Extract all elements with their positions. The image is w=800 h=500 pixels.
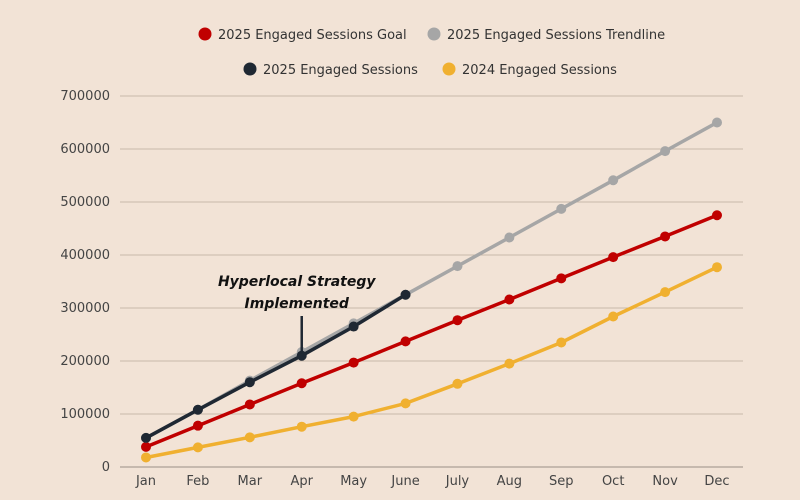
x-tick-label-mar: Mar: [238, 474, 263, 489]
y-tick-label-500000: 500000: [60, 195, 110, 210]
y-tick-label-700000: 700000: [60, 89, 110, 104]
annotation-text-0-line-1: Implemented: [245, 296, 350, 312]
point-2024-engaged-sessions-aug: [504, 358, 515, 369]
x-tick-label-feb: Feb: [186, 474, 209, 489]
series-line-2025-engaged-sessions-goal: [144, 213, 719, 449]
series-line-2025-engaged-sessions: [144, 293, 408, 440]
point-2025-engaged-sessions-goal-oct: [608, 252, 619, 263]
point-2025-engaged-sessions-jan: [141, 432, 151, 443]
point-2024-engaged-sessions-mar: [244, 432, 255, 443]
point-2025-engaged-sessions-goal-may: [348, 357, 359, 368]
point-2024-engaged-sessions-oct: [608, 311, 619, 322]
point-2025-engaged-sessions-goal-sep: [556, 273, 567, 284]
x-tick-label-july: July: [445, 474, 470, 489]
legend-label-2025-engaged-sessions: 2025 Engaged Sessions: [263, 63, 418, 78]
point-2025-engaged-sessions-goal-july: [452, 315, 463, 326]
series-line-2024-engaged-sessions: [144, 265, 719, 460]
point-2025-engaged-sessions-goal-apr: [296, 378, 307, 389]
point-2025-engaged-sessions-trendline-sep: [556, 203, 567, 214]
y-tick-label-600000: 600000: [60, 142, 110, 157]
point-2024-engaged-sessions-sep: [556, 337, 567, 348]
point-2024-engaged-sessions-june: [400, 398, 411, 409]
point-2024-engaged-sessions-july: [452, 378, 463, 389]
point-2024-engaged-sessions-nov: [660, 287, 671, 298]
x-tick-label-jan: Jan: [135, 474, 156, 489]
annotation-text-0-line-0: Hyperlocal Strategy: [218, 274, 376, 290]
point-2024-engaged-sessions-may: [348, 411, 359, 422]
point-2024-engaged-sessions-dec: [712, 262, 722, 273]
point-2024-engaged-sessions-jan: [141, 452, 151, 463]
x-tick-label-dec: Dec: [704, 474, 729, 489]
legend-marker-2025-engaged-sessions: [243, 62, 257, 76]
y-tick-label-400000: 400000: [60, 248, 110, 263]
legend-label-2025-engaged-sessions-trendline: 2025 Engaged Sessions Trendline: [447, 28, 665, 43]
x-tick-label-aug: Aug: [497, 474, 522, 489]
point-2025-engaged-sessions-trendline-aug: [504, 232, 515, 243]
point-2025-engaged-sessions-trendline-nov: [660, 146, 671, 157]
point-2025-engaged-sessions-goal-jan: [141, 441, 151, 452]
point-2025-engaged-sessions-goal-mar: [244, 399, 255, 410]
point-2025-engaged-sessions-trendline-oct: [608, 175, 619, 186]
point-2024-engaged-sessions-feb: [192, 442, 203, 453]
legend-marker-2024-engaged-sessions: [442, 62, 456, 76]
x-tick-label-nov: Nov: [652, 474, 678, 489]
point-2025-engaged-sessions-may: [348, 321, 359, 332]
x-tick-label-oct: Oct: [602, 474, 624, 489]
y-tick-label-0: 0: [102, 460, 110, 475]
point-2025-engaged-sessions-goal-nov: [660, 231, 671, 242]
point-2025-engaged-sessions-trendline-dec: [712, 117, 722, 128]
x-tick-label-june: June: [390, 474, 419, 489]
point-2025-engaged-sessions-goal-aug: [504, 294, 515, 305]
point-2024-engaged-sessions-apr: [296, 421, 307, 432]
y-tick-label-100000: 100000: [60, 407, 110, 422]
point-2025-engaged-sessions-apr: [296, 350, 307, 361]
point-2025-engaged-sessions-goal-dec: [712, 210, 722, 221]
x-tick-label-apr: Apr: [290, 474, 313, 489]
legend-label-2025-engaged-sessions-goal: 2025 Engaged Sessions Goal: [218, 28, 407, 43]
point-2025-engaged-sessions-goal-june: [400, 336, 411, 347]
y-tick-label-300000: 300000: [60, 301, 110, 316]
point-2025-engaged-sessions-june: [400, 289, 411, 300]
point-2025-engaged-sessions-mar: [244, 377, 255, 388]
x-tick-label-sep: Sep: [549, 474, 574, 489]
point-2025-engaged-sessions-goal-feb: [192, 420, 203, 431]
x-tick-label-may: May: [340, 474, 367, 489]
point-2025-engaged-sessions-feb: [192, 404, 203, 415]
point-2025-engaged-sessions-trendline-july: [452, 261, 463, 272]
legend-marker-2025-engaged-sessions-goal: [198, 27, 212, 41]
legend-label-2024-engaged-sessions: 2024 Engaged Sessions: [462, 63, 617, 78]
y-tick-label-200000: 200000: [60, 354, 110, 369]
legend-marker-2025-engaged-sessions-trendline: [427, 27, 441, 41]
